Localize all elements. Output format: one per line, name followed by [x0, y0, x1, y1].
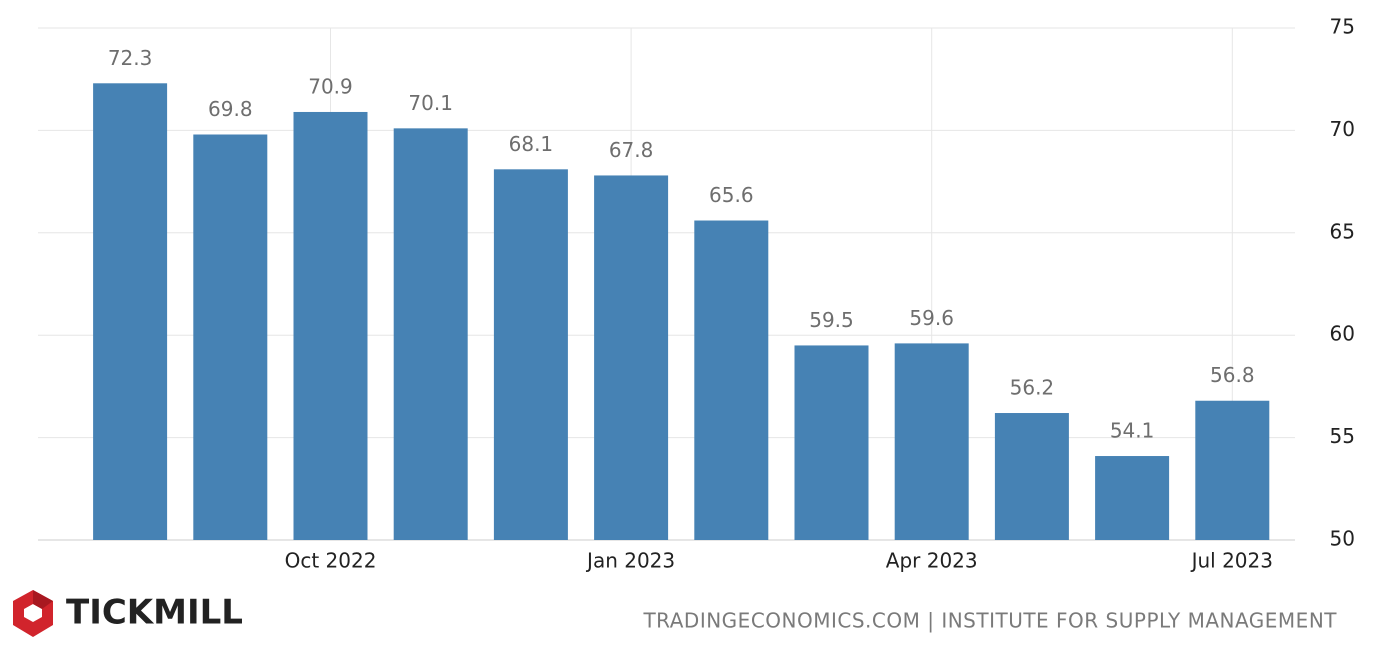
- bar: [393, 128, 468, 541]
- bar: [193, 134, 268, 540]
- source: TRADINGECONOMICS.COM | INSTITUTE FOR SUP…: [642, 609, 1337, 633]
- value-label: 72.3: [108, 46, 153, 70]
- value-label: 56.8: [1210, 363, 1255, 387]
- bar: [994, 413, 1069, 540]
- x-tick-label: Apr 2023: [886, 549, 978, 573]
- y-tick-label: 75: [1330, 15, 1355, 39]
- value-label: 69.8: [208, 97, 253, 121]
- y-tick-label: 60: [1330, 322, 1355, 346]
- brand-name: TICKMILL: [66, 593, 243, 633]
- value-label: 67.8: [609, 138, 654, 162]
- bar: [794, 345, 869, 540]
- bar: [594, 175, 669, 540]
- value-label: 65.6: [709, 183, 754, 207]
- x-tick-label: Jul 2023: [1190, 549, 1273, 573]
- value-label: 59.6: [909, 306, 954, 330]
- value-label: 56.2: [1010, 376, 1055, 400]
- y-tick-label: 70: [1330, 117, 1355, 141]
- y-tick-label: 55: [1330, 424, 1355, 448]
- value-label: 70.9: [308, 74, 353, 98]
- value-label: 59.5: [809, 308, 854, 332]
- x-tick-label: Oct 2022: [285, 549, 377, 573]
- y-tick-label: 50: [1330, 527, 1355, 551]
- x-tick-label: Jan 2023: [585, 549, 675, 573]
- bar: [1095, 456, 1170, 540]
- bar: [93, 83, 168, 541]
- value-label: 68.1: [509, 132, 554, 156]
- bar: [1195, 400, 1270, 540]
- value-label: 70.1: [408, 91, 453, 115]
- bar: [493, 169, 568, 540]
- bar: [293, 111, 368, 540]
- bar: [694, 220, 769, 540]
- brand-logo: [13, 590, 53, 637]
- y-tick-label: 65: [1330, 219, 1355, 243]
- value-label: 54.1: [1110, 419, 1155, 443]
- bar: [894, 343, 969, 540]
